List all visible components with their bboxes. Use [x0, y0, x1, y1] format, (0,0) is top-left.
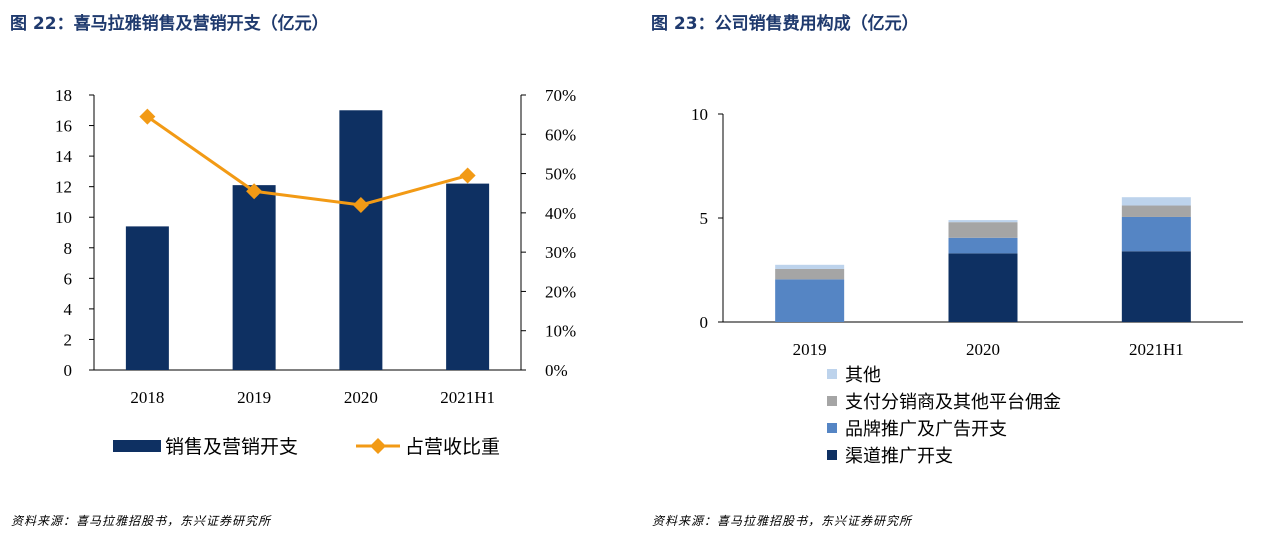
legend-swatch	[827, 369, 837, 379]
x-tick-label: 2020	[966, 340, 1000, 359]
y2-tick-label: 70%	[545, 86, 576, 105]
y-tick-label: 4	[64, 300, 73, 319]
x-tick-label: 2021H1	[1129, 340, 1184, 359]
x-tick-label: 2021H1	[440, 388, 495, 407]
stacked-bar-segment	[948, 220, 1018, 223]
y2-tick-label: 30%	[545, 243, 576, 262]
line-point-marker	[246, 183, 263, 200]
legend-label-revenue-share: 占营收比重	[405, 436, 500, 458]
legend-label: 渠道推广开支	[845, 446, 953, 467]
left-figure-title: 图 22：喜马拉雅销售及营销开支（亿元）	[10, 14, 329, 34]
y-tick-label: 0	[64, 361, 73, 380]
y-tick-label: 12	[55, 178, 72, 197]
stacked-bar-segment	[1121, 205, 1191, 217]
legend-label-sales-marketing: 销售及营销开支	[165, 436, 298, 458]
legend-swatch	[827, 423, 837, 433]
stacked-bar-segment	[948, 253, 1018, 322]
legend-swatch	[827, 396, 837, 406]
line-point-marker	[139, 108, 156, 125]
bar-sales-marketing	[232, 185, 276, 370]
stacked-bar-segment	[775, 264, 845, 269]
bar-sales-marketing	[339, 110, 383, 371]
line-point-marker	[459, 167, 476, 184]
y2-tick-label: 0%	[545, 361, 568, 380]
stacked-bar-segment	[948, 222, 1018, 238]
bar-sales-marketing	[125, 226, 169, 370]
x-tick-label: 2018	[130, 388, 164, 407]
y-tick-label: 0	[700, 313, 709, 332]
x-tick-label: 2020	[344, 388, 378, 407]
y-tick-label: 10	[691, 105, 708, 124]
legend-label: 支付分销商及其他平台佣金	[845, 392, 1061, 413]
stacked-bar-segment	[1121, 197, 1191, 206]
x-tick-label: 2019	[793, 340, 827, 359]
y2-tick-label: 10%	[545, 322, 576, 341]
stacked-bar-segment	[1121, 216, 1191, 252]
y-tick-label: 10	[55, 208, 72, 227]
legend-swatch-sales-marketing	[113, 440, 161, 452]
line-point-marker	[352, 197, 369, 213]
y-tick-label: 6	[64, 269, 73, 288]
stacked-bar-segment	[948, 237, 1018, 254]
y-tick-label: 8	[64, 239, 73, 258]
bar-sales-marketing	[446, 183, 490, 370]
y2-tick-label: 50%	[545, 165, 576, 184]
legend-label: 品牌推广及广告开支	[845, 419, 1007, 440]
left-source-note: 资料来源：喜马拉雅招股书，东兴证券研究所	[11, 514, 272, 528]
right-source-note: 资料来源：喜马拉雅招股书，东兴证券研究所	[652, 514, 913, 528]
y-tick-label: 14	[55, 147, 73, 166]
y2-tick-label: 60%	[545, 125, 576, 144]
right-chart: 0 5 10 2019 2020 2021H1 其他支付分销商及其他平台佣金品牌推广及广告开…	[691, 105, 1243, 467]
legend-marker-revenue-share	[370, 438, 386, 454]
y-tick-label: 18	[55, 86, 72, 105]
y-tick-label: 16	[55, 117, 72, 136]
stacked-bar-segment	[775, 268, 845, 280]
legend-label: 其他	[845, 365, 881, 386]
x-tick-label: 2019	[237, 388, 271, 407]
right-figure-title: 图 23：公司销售费用构成（亿元）	[651, 14, 919, 34]
y-tick-label: 5	[700, 209, 709, 228]
y2-tick-label: 20%	[545, 282, 576, 301]
line-revenue-share	[146, 115, 469, 207]
stacked-bar-segment	[1121, 251, 1191, 322]
y2-tick-label: 40%	[545, 204, 576, 223]
left-chart: 0 2 4 6 8 10 12 14 16 18 0% 10% 20% 30% 40% 50% 60% 70% 20…	[55, 86, 576, 458]
y-tick-label: 2	[64, 330, 73, 349]
legend-swatch	[827, 450, 837, 460]
stacked-bar-segment	[775, 279, 845, 322]
